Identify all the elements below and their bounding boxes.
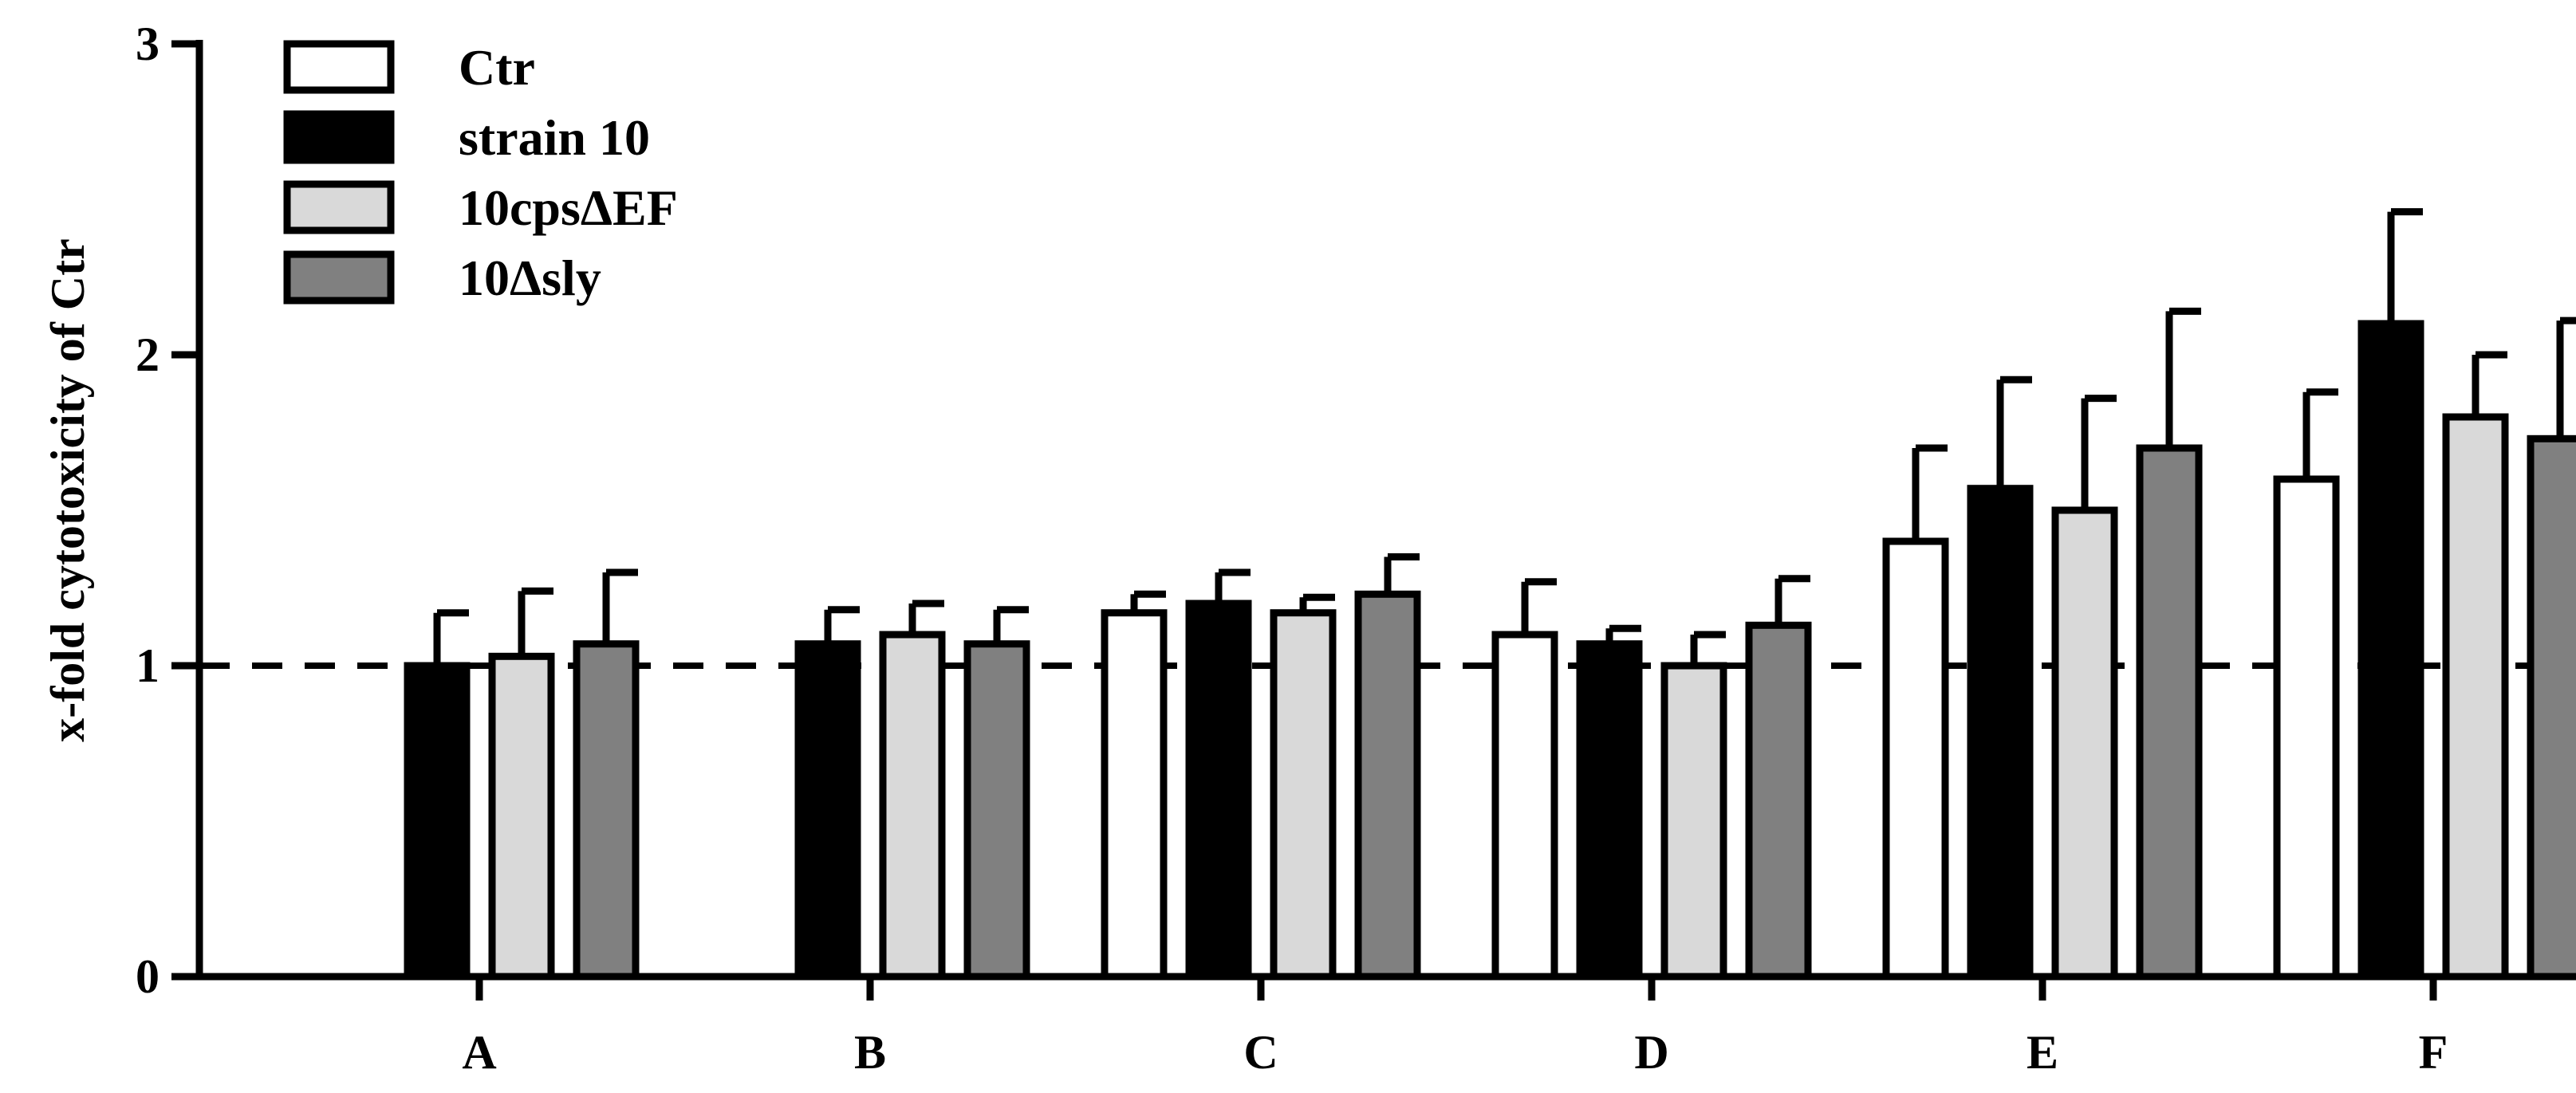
y-tick-label: 0 — [136, 950, 160, 1003]
y-tick-label: 1 — [136, 639, 160, 692]
bar — [488, 652, 555, 981]
legend-swatch — [283, 110, 395, 164]
x-tick-label: D — [1634, 1026, 1668, 1079]
bar — [1745, 621, 1812, 981]
bar — [1354, 590, 1421, 981]
bar — [2442, 413, 2509, 981]
bar — [1882, 537, 1949, 981]
bar — [1101, 609, 1168, 981]
x-tick-label: B — [854, 1026, 886, 1079]
legend-label: 10Δsly — [459, 250, 601, 306]
bar — [1660, 662, 1727, 981]
y-tick-label: 2 — [136, 328, 160, 381]
x-tick-label: A — [462, 1026, 496, 1079]
bar — [963, 640, 1030, 981]
bar — [1967, 485, 2034, 981]
bar — [2051, 506, 2118, 981]
legend-label: Ctr — [459, 39, 535, 96]
y-tick-label: 3 — [136, 18, 160, 70]
bar — [2273, 475, 2340, 981]
bar — [1270, 609, 1337, 981]
legend-swatch — [283, 250, 395, 305]
legend-label: 10cpsΔEF — [459, 179, 678, 236]
legend-swatch — [283, 180, 395, 234]
legend-swatch — [283, 40, 395, 94]
legend-label: strain 10 — [459, 109, 650, 166]
bar — [573, 640, 640, 981]
y-axis-title: x-fold cytotoxicity of Ctr — [41, 238, 94, 741]
bar — [1185, 600, 1252, 981]
bar — [2527, 434, 2576, 981]
bar — [404, 662, 471, 981]
bar — [2357, 320, 2424, 981]
bar — [2136, 444, 2203, 981]
x-tick-label: F — [2419, 1026, 2448, 1079]
x-tick-label: C — [1243, 1026, 1278, 1079]
bar — [1576, 640, 1643, 981]
x-tick-label: E — [2027, 1026, 2058, 1079]
bar — [879, 631, 946, 981]
bar — [1491, 631, 1558, 981]
bar — [794, 640, 861, 981]
